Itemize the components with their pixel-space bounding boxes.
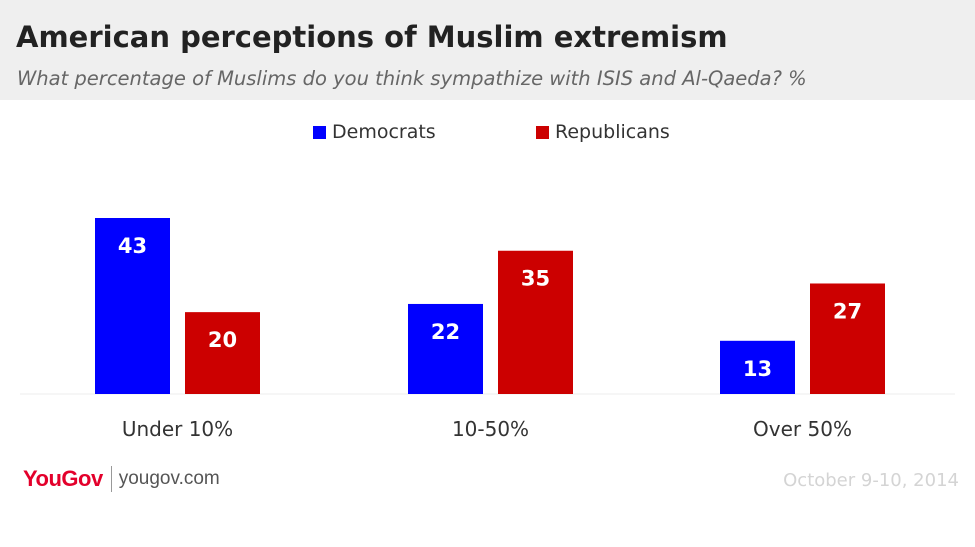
header-band (0, 0, 975, 100)
bar-democrats-3 (720, 340, 795, 394)
category-label-3: Over 50% (753, 417, 852, 441)
chart-title: American perceptions of Muslim extremism (16, 20, 728, 54)
bar-democrats-1 (95, 218, 170, 394)
legend-label-democrats: Democrats (332, 121, 436, 143)
legend-item-republicans: Republicans (536, 120, 670, 144)
bar-value-democrats-1: 43 (118, 234, 147, 258)
yougov-logo: YouGov yougov.com (23, 466, 220, 492)
logo-mark: YouGov (23, 466, 103, 491)
bars-group: 43 20 22 35 13 27 (95, 218, 885, 394)
legend-swatch-democrats (313, 125, 326, 139)
logo-url: yougov.com (118, 468, 220, 489)
bar-republicans-3 (810, 283, 885, 394)
bar-republicans-1 (185, 312, 260, 394)
chart-subtitle: What percentage of Muslims do you think … (17, 67, 807, 90)
bar-republicans-2 (498, 250, 573, 394)
bar-value-democrats-2: 22 (431, 320, 460, 344)
category-label-1: Under 10% (122, 417, 233, 441)
survey-date: October 9-10, 2014 (783, 470, 959, 491)
bar-value-republicans-3: 27 (833, 299, 862, 323)
bar-value-republicans-1: 20 (208, 328, 237, 352)
logo-divider (110, 466, 112, 492)
bar-value-democrats-3: 13 (743, 357, 772, 381)
legend-swatch-republicans (536, 125, 549, 139)
legend-label-republicans: Republicans (555, 121, 670, 143)
bar-democrats-2 (408, 303, 483, 394)
category-label-2: 10-50% (452, 417, 529, 441)
bar-value-republicans-2: 35 (521, 267, 550, 291)
legend-item-democrats: Democrats (313, 120, 436, 144)
